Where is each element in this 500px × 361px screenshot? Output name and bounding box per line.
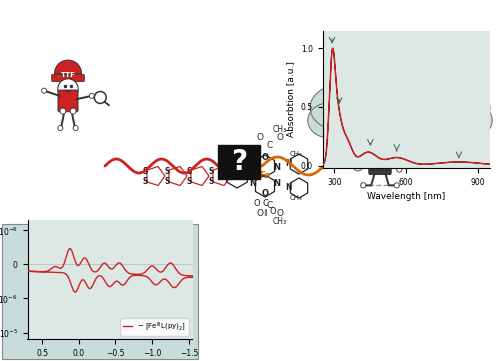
Text: O: O (256, 134, 264, 143)
Text: O: O (262, 153, 268, 162)
Text: O: O (254, 200, 260, 209)
Text: O: O (276, 209, 283, 218)
Text: C: C (267, 201, 273, 210)
Circle shape (60, 108, 66, 114)
Ellipse shape (450, 103, 492, 138)
Ellipse shape (351, 50, 411, 87)
Text: ||: || (262, 209, 268, 216)
Text: S: S (164, 168, 170, 177)
FancyBboxPatch shape (218, 145, 260, 179)
Text: S: S (142, 168, 148, 177)
Text: TTF: TTF (60, 71, 76, 78)
X-axis label: Wavelength [nm]: Wavelength [nm] (367, 192, 446, 201)
Text: S: S (186, 178, 192, 187)
Text: N: N (250, 179, 256, 188)
Circle shape (396, 167, 402, 172)
Text: ?: ? (231, 148, 247, 176)
Text: O: O (276, 134, 283, 143)
Ellipse shape (378, 47, 422, 72)
Y-axis label: Absorbtion [a.u.]: Absorbtion [a.u.] (286, 61, 295, 137)
Text: N: N (274, 179, 280, 188)
FancyBboxPatch shape (52, 74, 84, 82)
Ellipse shape (332, 60, 468, 147)
Text: CH₃: CH₃ (290, 195, 303, 201)
Circle shape (356, 148, 360, 153)
Text: S: S (186, 168, 192, 177)
Legend: $-$ [Fe$^{\mathsf{III}}$L(py)$_2$]: $-$ [Fe$^{\mathsf{III}}$L(py)$_2$] (120, 318, 189, 336)
Text: S: S (164, 178, 170, 187)
FancyBboxPatch shape (364, 136, 396, 143)
Text: CH₃: CH₃ (273, 126, 287, 135)
Text: N: N (274, 164, 280, 173)
Text: C: C (267, 142, 273, 151)
Circle shape (342, 138, 348, 144)
Circle shape (70, 108, 76, 114)
Circle shape (73, 126, 78, 131)
Wedge shape (54, 60, 82, 74)
Wedge shape (367, 122, 393, 135)
Circle shape (89, 93, 94, 98)
Circle shape (353, 161, 363, 171)
Ellipse shape (398, 64, 476, 125)
Ellipse shape (427, 84, 490, 131)
FancyBboxPatch shape (2, 224, 198, 359)
Circle shape (58, 79, 78, 99)
Circle shape (346, 147, 354, 155)
Text: O: O (270, 208, 276, 217)
Circle shape (360, 183, 366, 188)
Ellipse shape (310, 84, 373, 131)
Text: O: O (262, 190, 268, 199)
Text: Fe: Fe (373, 157, 387, 166)
Text: N: N (285, 160, 291, 169)
Ellipse shape (327, 61, 380, 96)
Text: O: O (256, 209, 264, 218)
Ellipse shape (389, 50, 449, 87)
Text: N: N (285, 183, 291, 192)
Ellipse shape (420, 61, 473, 96)
FancyBboxPatch shape (58, 90, 78, 112)
Text: C: C (262, 200, 268, 209)
Ellipse shape (308, 103, 350, 138)
FancyBboxPatch shape (369, 152, 391, 174)
Text: CH₃: CH₃ (273, 217, 287, 226)
Text: S: S (208, 178, 214, 187)
Circle shape (42, 88, 47, 93)
Ellipse shape (388, 151, 394, 160)
Text: CH₃: CH₃ (290, 151, 303, 157)
Text: S: S (142, 178, 148, 187)
Ellipse shape (324, 64, 402, 125)
Text: Fe: Fe (260, 171, 270, 180)
Text: N: N (250, 164, 256, 173)
Circle shape (58, 126, 63, 131)
Text: S: S (208, 168, 214, 177)
Circle shape (394, 183, 400, 188)
Circle shape (370, 140, 390, 162)
